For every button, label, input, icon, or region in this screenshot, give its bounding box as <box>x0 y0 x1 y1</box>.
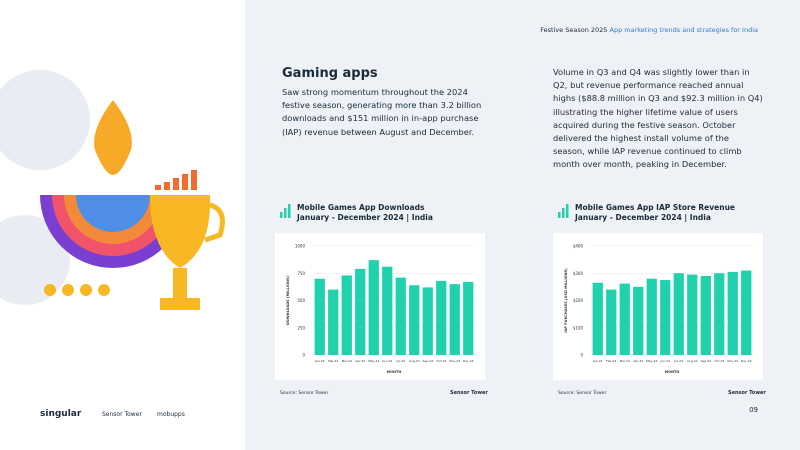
bar <box>646 278 657 355</box>
x-axis-label: MONTH <box>665 370 680 374</box>
chart: 0 $100 $200 $300 $400 IAP PURCHASES (USD MILL… <box>564 244 753 374</box>
bar <box>727 271 738 355</box>
bar <box>395 277 406 355</box>
bar <box>673 273 684 355</box>
x-tick-label: Dec-24 <box>463 359 474 363</box>
header-section: Festive Season 2025 <box>540 26 608 34</box>
icon-bar <box>566 204 569 218</box>
bar <box>463 281 474 355</box>
x-tick-label: Mar-24 <box>342 359 352 363</box>
bar <box>633 286 644 355</box>
brand: singular <box>40 409 82 419</box>
x-tick-label: Apr-24 <box>355 359 365 363</box>
chart-icon <box>558 204 569 218</box>
x-tick-label: Jul-24 <box>673 359 683 363</box>
bar <box>687 274 698 355</box>
icon-bar <box>284 208 287 218</box>
chart-source: Source: Sensor Tower <box>280 391 329 396</box>
chart-subtitle: January - December 2024 | India <box>575 213 711 222</box>
chart-subtitle: January - December 2024 | India <box>297 213 433 222</box>
y-tick-label: $400 <box>573 244 584 249</box>
chart-title: Mobile Games App IAP Store Revenue <box>575 203 736 212</box>
x-tick-label: May-24 <box>368 359 379 363</box>
x-tick-label: Jun-24 <box>659 359 670 363</box>
x-tick-label: Mar-24 <box>620 359 630 363</box>
bar <box>619 283 630 355</box>
bar <box>409 285 420 355</box>
chart-source: Source: Sensor Tower <box>558 391 607 396</box>
chart-icon <box>280 204 291 218</box>
page-number: 09 <box>749 406 758 414</box>
chart-logo: Sensor Tower <box>450 390 488 396</box>
icon-bar <box>288 204 291 218</box>
x-tick-label: Sep-24 <box>422 359 433 363</box>
brand: Sensor Tower <box>102 411 142 418</box>
bar <box>449 284 460 355</box>
brand: mobupps <box>157 411 185 418</box>
x-tick-label: Dec-24 <box>741 359 752 363</box>
x-tick-label: Feb-24 <box>606 359 616 363</box>
x-tick-label: May-24 <box>646 359 657 363</box>
x-tick-label: Jan-24 <box>592 359 603 363</box>
chart-heading: Mobile Games App IAP Store Revenue Januar… <box>575 203 735 223</box>
x-tick-label: Jul-24 <box>395 359 405 363</box>
y-tick-label: 750 <box>297 271 305 276</box>
bar <box>328 289 339 355</box>
x-tick-label: Feb-24 <box>328 359 338 363</box>
x-tick-label: Aug-24 <box>687 359 698 363</box>
illustration: singular Sensor Tower mobupps <box>0 70 225 419</box>
bar <box>606 289 617 355</box>
x-tick-label: Jan-24 <box>314 359 325 363</box>
x-tick-label: Apr-24 <box>633 359 643 363</box>
bar <box>368 260 379 355</box>
icon-bar <box>280 212 283 218</box>
y-tick-label: $200 <box>573 298 584 303</box>
header-topic: App marketing trends and strategies for … <box>609 26 759 34</box>
x-tick-label: Jun-24 <box>381 359 392 363</box>
heading: Gaming apps <box>282 66 378 81</box>
header: Festive Season 2025 App marketing trends… <box>540 26 758 34</box>
chart: 0 250 500 750 1000 DOWNLOADS (MILLIONS) MONTH J… <box>286 244 475 374</box>
chart-logo: Sensor Tower <box>728 390 766 396</box>
intro: Saw strong momentum throughout the 2024 … <box>282 87 482 137</box>
y-axis-label: IAP PURCHASES (USD MILLIONS) <box>564 268 568 333</box>
y-tick-label: 250 <box>297 325 305 330</box>
bar <box>714 273 725 355</box>
x-axis-label: MONTH <box>387 370 402 374</box>
x-tick-label: Nov-24 <box>727 359 738 363</box>
bar <box>314 278 325 355</box>
chart-heading: Mobile Games App Downloads January - Dece… <box>297 203 433 223</box>
bar <box>700 275 711 355</box>
y-tick-label: 1000 <box>295 244 306 249</box>
x-tick-label: Nov-24 <box>449 359 460 363</box>
y-tick-label: 0 <box>580 353 583 358</box>
bar <box>741 270 752 355</box>
chart-box: 0 $100 $200 $300 $400 IAP PURCHASES (USD MILL… <box>553 233 763 380</box>
x-tick-label: Oct-24 <box>714 359 724 363</box>
bar <box>355 268 366 355</box>
icon-bar <box>558 212 561 218</box>
y-axis-label: DOWNLOADS (MILLIONS) <box>286 276 290 326</box>
bar <box>660 280 671 355</box>
detail: Volume in Q3 and Q4 was slightly lower t… <box>553 67 763 170</box>
bar <box>422 287 433 355</box>
bar <box>382 266 393 355</box>
chart-title: Mobile Games App Downloads <box>297 203 425 212</box>
chart-box: 0 250 500 750 1000 DOWNLOADS (MILLIONS) MONTH J… <box>275 233 485 380</box>
x-tick-label: Aug-24 <box>409 359 420 363</box>
bar <box>436 280 447 355</box>
y-tick-label: 0 <box>302 353 305 358</box>
y-tick-label: $100 <box>573 325 584 330</box>
icon-bar <box>562 208 565 218</box>
y-tick-label: $300 <box>573 271 584 276</box>
x-tick-label: Sep-24 <box>700 359 711 363</box>
y-tick-label: 500 <box>297 298 305 303</box>
bar <box>341 275 352 355</box>
x-tick-label: Oct-24 <box>436 359 446 363</box>
bar <box>592 282 603 355</box>
